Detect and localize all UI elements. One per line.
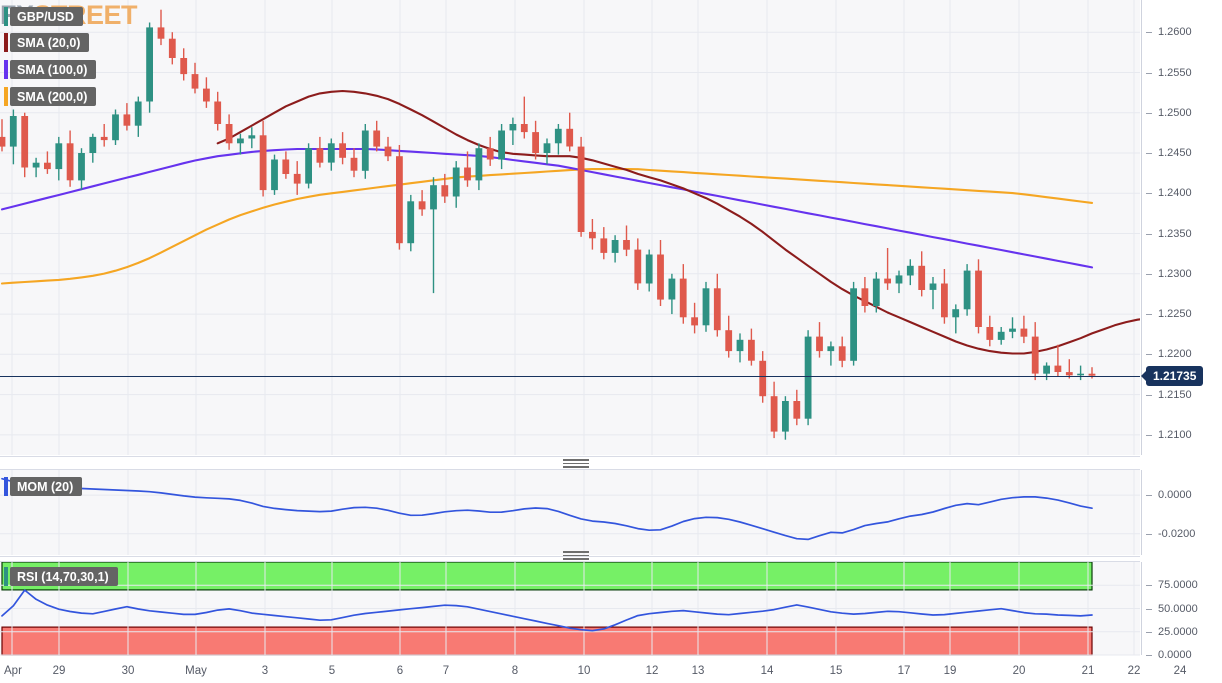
x-axis-label: 8 <box>511 665 519 677</box>
x-axis-label: Apr <box>4 665 22 677</box>
price-axis-label: 1.2200 <box>1158 348 1192 361</box>
legend-swatch-sma100 <box>4 60 8 79</box>
panel-divider-bot-mom <box>0 469 1140 470</box>
price-axis-tick <box>1146 153 1152 154</box>
legend-label-sma20: SMA (20,0) <box>17 35 81 50</box>
x-axis-label: 19 <box>943 665 957 677</box>
panel-resize-handle-rsi[interactable] <box>563 551 589 560</box>
legend-item-rsi[interactable]: RSI (14,70,30,1) <box>4 567 118 586</box>
x-axis-label: 22 <box>1127 665 1141 677</box>
panel-divider-top-mom <box>0 456 1140 457</box>
price-axis-tick <box>1146 112 1152 114</box>
mom-axis-label: 0.0000 <box>1158 489 1192 502</box>
right-price-axis[interactable]: 1.2600 1.2550 1.2500 1.2450 1.2400 1.2350 1.23… <box>1140 0 1222 683</box>
x-axis-label: 12 <box>645 665 659 677</box>
legend-label-gbpusd: GBP/USD <box>17 9 74 24</box>
price-axis-tick <box>1146 32 1152 34</box>
rsi-axis-tick <box>1146 608 1152 610</box>
mom-axis-label: -0.0200 <box>1158 527 1196 540</box>
x-axis-label: May <box>185 665 207 677</box>
legend-swatch-sma200 <box>4 87 8 106</box>
momentum-plot <box>0 470 1140 555</box>
legend-swatch-sma20 <box>4 33 8 52</box>
price-axis-tick <box>1146 72 1152 74</box>
x-axis-label: 21 <box>1081 665 1095 677</box>
price-axis-label: 1.2100 <box>1158 428 1192 441</box>
momentum-panel[interactable]: MOM (20) <box>0 470 1140 555</box>
panel-divider-bot-rsi <box>0 561 1140 562</box>
legend-item-sma20[interactable]: SMA (20,0) <box>4 33 90 52</box>
legend-item-gbpusd[interactable]: GBP/USD <box>4 7 83 26</box>
panel-resize-handle-mom[interactable] <box>563 459 589 468</box>
x-axis-label: 29 <box>52 665 66 677</box>
legend-item-sma100[interactable]: SMA (100,0) <box>4 60 97 79</box>
axis-rail-rsi <box>1141 562 1142 655</box>
x-axis-label: 24 <box>1173 665 1187 677</box>
rsi-axis-tick <box>1146 585 1152 587</box>
legend-label-sma100: SMA (100,0) <box>17 62 88 77</box>
price-panel[interactable]: FXSTREET GBP/USD SMA (20,0) SMA (100,0) … <box>0 0 1222 455</box>
price-axis-label: 1.2500 <box>1158 106 1192 119</box>
price-axis-label: 1.2300 <box>1158 267 1192 280</box>
x-axis-label: 30 <box>121 665 135 677</box>
legend-swatch-mom <box>4 477 8 496</box>
legend-swatch-gbpusd <box>4 7 8 26</box>
x-axis-label: 7 <box>442 665 450 677</box>
x-axis-label: 14 <box>760 665 774 677</box>
mom-axis-tick <box>1146 533 1152 535</box>
rsi-axis-label: 75.0000 <box>1158 579 1198 592</box>
panel-divider-top-rsi <box>0 556 1140 557</box>
x-axis-label: 20 <box>1012 665 1026 677</box>
x-axis-label: 17 <box>897 665 911 677</box>
price-axis-tick <box>1146 314 1152 316</box>
price-axis-label: 1.2600 <box>1158 26 1192 39</box>
x-axis-label: 3 <box>261 665 269 677</box>
price-axis-tick <box>1146 233 1152 235</box>
x-axis-label: 5 <box>328 665 336 677</box>
current-price-badge[interactable]: 1.21735 <box>1146 365 1204 386</box>
axis-rail-price <box>1141 0 1142 455</box>
legend-label-mom: MOM (20) <box>17 479 74 494</box>
rsi-axis-label: 25.0000 <box>1158 625 1198 638</box>
rsi-axis-tick <box>1146 631 1152 633</box>
current-price-line <box>0 375 1140 378</box>
price-axis-label: 1.2550 <box>1158 66 1192 79</box>
price-axis-label: 1.2250 <box>1158 308 1192 321</box>
legend-label-sma200: SMA (200,0) <box>17 89 88 104</box>
price-axis-tick <box>1146 354 1152 356</box>
legend-item-mom[interactable]: MOM (20) <box>4 477 83 496</box>
axis-rail-mom <box>1141 470 1142 555</box>
price-axis-tick <box>1146 434 1152 436</box>
x-axis-label: 6 <box>396 665 404 677</box>
legend-label-rsi: RSI (14,70,30,1) <box>17 569 109 584</box>
rsi-axis-tick <box>1146 655 1152 656</box>
x-axis-label: 13 <box>691 665 705 677</box>
price-axis-tick <box>1146 394 1152 396</box>
price-axis-label: 1.2150 <box>1158 388 1192 401</box>
rsi-axis-label: 50.0000 <box>1158 602 1198 615</box>
x-axis-label: 10 <box>577 665 591 677</box>
price-plot <box>0 0 1222 455</box>
rsi-panel[interactable]: RSI (14,70,30,1) <box>0 561 1140 656</box>
price-axis-label: 1.2450 <box>1158 147 1192 159</box>
price-axis-label: 1.2350 <box>1158 227 1192 240</box>
price-axis-label: 1.2400 <box>1158 187 1192 200</box>
price-axis-tick <box>1146 273 1152 275</box>
price-axis-tick <box>1146 193 1152 195</box>
legend-item-sma200[interactable]: SMA (200,0) <box>4 87 97 106</box>
rsi-plot <box>0 561 1140 656</box>
legend-swatch-rsi <box>4 567 8 586</box>
rsi-axis-label: 0.0000 <box>1158 649 1192 661</box>
x-axis-label: 15 <box>829 665 843 677</box>
mom-axis-tick <box>1146 495 1152 497</box>
